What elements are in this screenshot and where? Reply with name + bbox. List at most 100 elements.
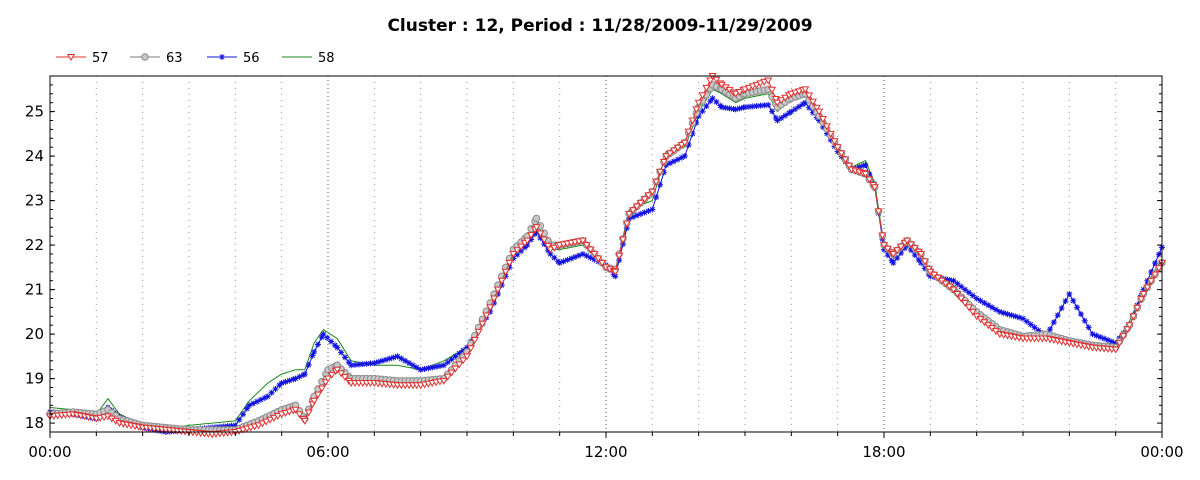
data-point-marker (657, 181, 664, 188)
data-point-marker (313, 391, 323, 399)
data-point-marker (494, 291, 501, 298)
data-point-marker (390, 354, 397, 361)
data-point-marker (551, 254, 558, 261)
data-point-marker (641, 209, 648, 216)
data-point-marker (961, 299, 970, 307)
data-point-marker (749, 103, 756, 110)
data-point-marker (698, 92, 707, 100)
data-point-marker (355, 361, 362, 368)
x-tick-label: 00:00 (1140, 443, 1183, 461)
chart-grid (95, 76, 1117, 432)
data-point-marker (246, 402, 253, 409)
data-point-marker (732, 106, 739, 113)
data-point-marker (66, 54, 76, 61)
data-point-marker (692, 106, 701, 114)
data-point-marker (367, 360, 374, 367)
data-point-marker (736, 105, 743, 112)
data-point-marker (513, 247, 522, 255)
data-point-marker (509, 251, 518, 258)
data-point-marker (860, 162, 867, 169)
data-point-marker (406, 360, 413, 367)
data-point-marker (659, 159, 668, 167)
data-point-marker (731, 90, 740, 98)
x-tick-label: 06:00 (306, 443, 349, 461)
data-point-marker (510, 255, 517, 262)
data-point-marker (1023, 318, 1030, 325)
data-point-marker (540, 236, 549, 244)
data-point-marker (618, 236, 628, 244)
legend-item-58: 58 (282, 51, 335, 66)
data-point-marker (281, 409, 290, 417)
data-point-marker (884, 252, 891, 259)
legend-label: 56 (243, 51, 260, 66)
data-point-marker (703, 103, 710, 110)
data-point-marker (834, 148, 841, 155)
data-point-marker (394, 353, 401, 360)
data-point-marker (444, 359, 451, 366)
data-point-marker (819, 123, 826, 130)
data-point-marker (301, 371, 308, 378)
data-point-marker (903, 237, 912, 245)
data-point-marker (340, 374, 350, 382)
data-point-marker (630, 213, 637, 220)
data-point-marker (497, 277, 506, 285)
data-point-marker (981, 299, 988, 306)
data-point-marker (722, 104, 729, 111)
data-point-marker (518, 248, 525, 255)
data-point-marker (879, 242, 889, 250)
data-point-marker (564, 256, 571, 263)
data-point-marker (681, 153, 688, 160)
data-point-marker (345, 359, 352, 366)
data-point-marker (918, 259, 925, 266)
data-point-marker (545, 247, 552, 254)
data-point-marker (1129, 313, 1138, 321)
data-point-marker (470, 337, 479, 345)
data-point-marker (409, 362, 416, 369)
data-point-marker (865, 176, 874, 184)
data-point-marker (591, 256, 598, 263)
y-tick-label: 19 (25, 370, 44, 388)
data-point-marker (1016, 314, 1023, 321)
data-point-marker (1097, 334, 1104, 341)
data-point-marker (911, 251, 918, 258)
y-tick-label: 18 (25, 414, 44, 432)
data-point-marker (773, 99, 782, 107)
data-point-marker (1137, 296, 1146, 304)
data-point-marker (291, 406, 300, 414)
y-tick-label: 21 (25, 281, 44, 299)
data-point-marker (674, 156, 681, 163)
data-point-marker (1074, 304, 1081, 311)
data-point-marker (590, 251, 599, 258)
data-point-marker (678, 154, 685, 161)
data-point-marker (1085, 324, 1092, 331)
data-point-marker (822, 123, 831, 131)
data-point-marker (429, 364, 436, 371)
data-point-marker (837, 150, 846, 158)
data-point-marker (625, 210, 634, 218)
data-point-marker (801, 86, 810, 94)
data-point-marker (962, 286, 969, 293)
data-point-marker (258, 420, 267, 428)
data-point-marker (777, 97, 786, 105)
data-point-marker (619, 241, 626, 248)
data-point-marker (889, 251, 898, 258)
data-point-marker (352, 361, 359, 368)
data-point-marker (300, 417, 309, 425)
data-point-marker (254, 422, 263, 430)
data-point-marker (612, 273, 619, 280)
data-point-marker (644, 192, 653, 200)
data-point-marker (219, 54, 225, 60)
data-point-marker (421, 365, 428, 372)
data-point-marker (506, 264, 513, 271)
data-point-marker (870, 184, 879, 192)
data-point-marker (440, 362, 447, 369)
data-point-marker (787, 90, 796, 98)
data-point-marker (269, 414, 279, 422)
data-point-marker (487, 308, 494, 315)
data-point-marker (1119, 333, 1128, 341)
legend-label: 63 (166, 51, 183, 66)
x-tick-label: 12:00 (584, 443, 627, 461)
data-point-marker (459, 357, 468, 365)
data-point-marker (527, 232, 536, 240)
